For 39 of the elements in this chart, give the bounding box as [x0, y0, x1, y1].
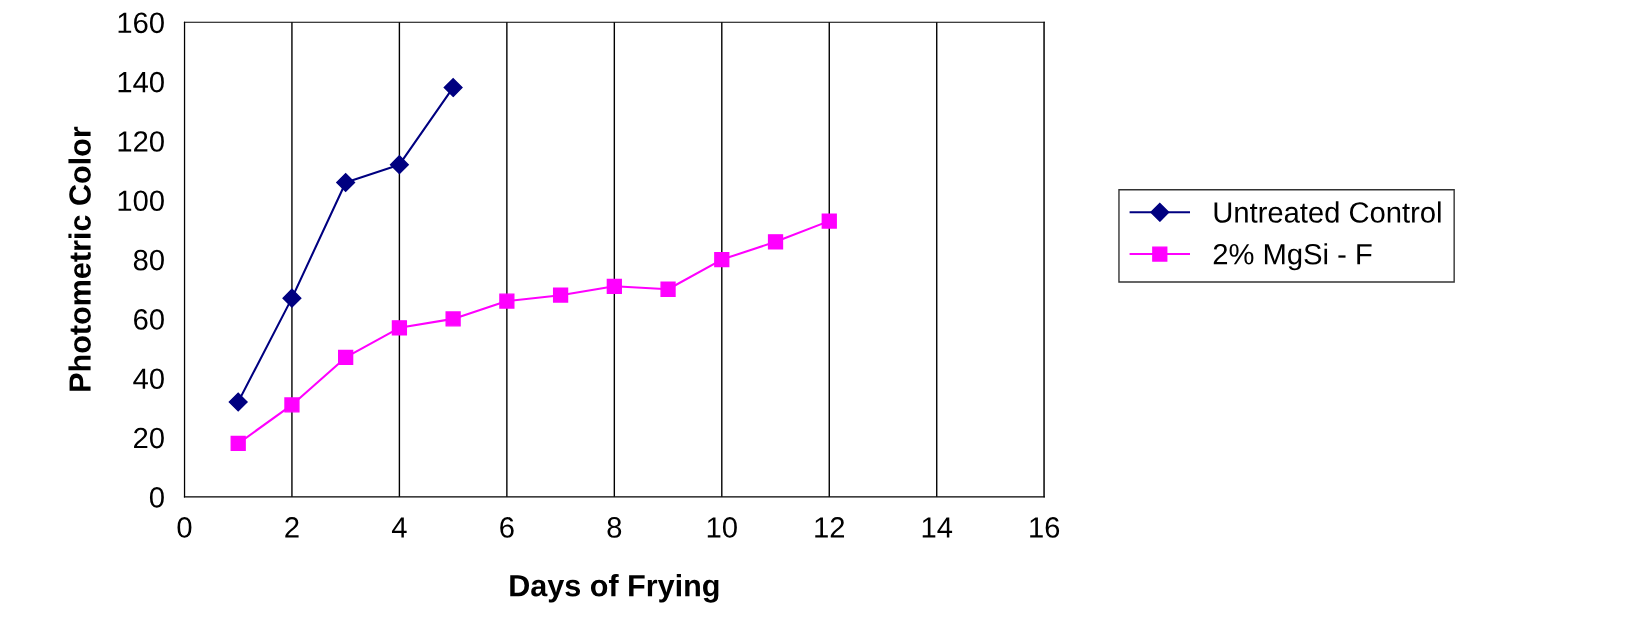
point — [714, 251, 730, 268]
legend-label: 2% MgSi - F — [1213, 243, 1372, 271]
x-tick-label: 12 — [815, 517, 845, 538]
x-tick-label: 10 — [707, 517, 737, 538]
y-tick-label: 20 — [134, 427, 164, 449]
x-tick-label: 14 — [922, 517, 953, 538]
point — [230, 435, 246, 452]
point — [338, 349, 354, 366]
point — [443, 78, 463, 98]
y-tick-label: 0 — [149, 487, 164, 508]
x-tick-label: 8 — [607, 517, 622, 538]
x-tick-label: 0 — [177, 517, 192, 538]
y-tick-label: 120 — [118, 131, 164, 152]
point — [391, 320, 408, 336]
point — [282, 288, 302, 308]
y-tick-label: 140 — [118, 71, 164, 93]
y-axis-title: Photometric Color — [68, 126, 91, 391]
y-tick-label: 40 — [133, 368, 164, 390]
x-tick-label: 2 — [285, 517, 299, 538]
x-axis-title: Days of Frying — [510, 574, 719, 603]
point — [228, 392, 248, 412]
y-tick-label: 80 — [133, 249, 164, 271]
y-tick-label: 100 — [118, 190, 164, 212]
x-tick-label: 16 — [1030, 517, 1060, 538]
point — [821, 213, 837, 229]
x-tick-label: 6 — [500, 517, 514, 538]
point — [284, 397, 300, 413]
y-tick-label: 160 — [118, 12, 164, 34]
point — [660, 281, 676, 297]
point — [389, 155, 409, 175]
legend-label: Untreated Control — [1214, 201, 1441, 223]
point — [336, 172, 356, 192]
point — [499, 293, 515, 309]
point — [606, 278, 622, 294]
point — [552, 287, 569, 303]
point — [767, 234, 784, 250]
point — [445, 311, 461, 327]
x-tick-label: 4 — [391, 517, 407, 538]
y-tick-label: 60 — [134, 309, 164, 330]
